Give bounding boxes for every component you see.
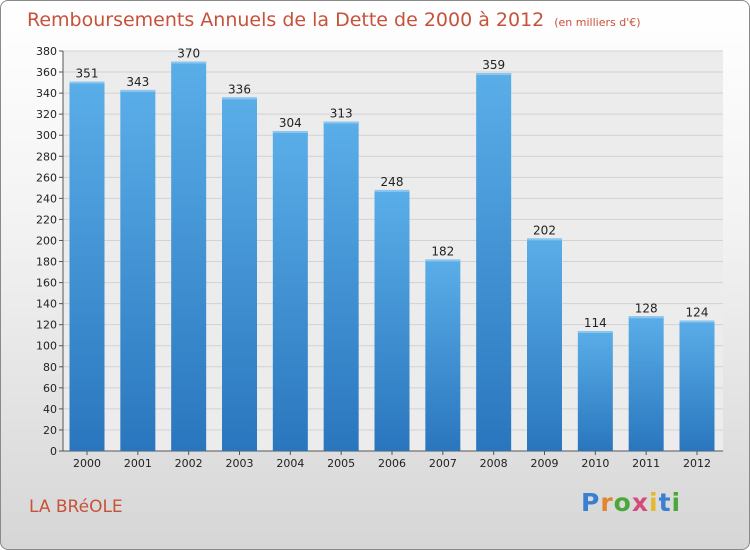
y-tick-label: 380 — [36, 45, 57, 58]
bar-top-highlight — [222, 97, 257, 100]
bar-top-highlight — [323, 121, 359, 124]
y-tick-label: 260 — [36, 171, 57, 184]
y-tick-label: 20 — [43, 424, 57, 437]
y-tick-label: 160 — [36, 277, 57, 290]
y-tick-label: 120 — [36, 319, 57, 332]
y-tick-label: 180 — [36, 256, 57, 269]
bar-2004 — [272, 131, 308, 451]
bar-2006 — [374, 189, 410, 451]
logo-letter: i — [649, 488, 659, 517]
bar-top-highlight — [120, 89, 156, 92]
bar-value-label: 124 — [686, 305, 709, 319]
bars — [69, 61, 715, 452]
bar-value-label: 313 — [330, 107, 353, 121]
bar-2000 — [69, 81, 105, 452]
bar-top-highlight — [374, 189, 410, 192]
bar-2005 — [323, 121, 359, 452]
y-tick-label: 200 — [36, 234, 57, 247]
x-tick-label: 2008 — [480, 457, 508, 470]
bar-top-highlight — [577, 331, 613, 333]
y-tick-label: 340 — [36, 87, 57, 100]
bar-value-label: 343 — [126, 75, 149, 89]
bar-value-label: 351 — [76, 67, 99, 81]
x-tick-label: 2006 — [378, 457, 406, 470]
bar-value-label: 248 — [381, 175, 404, 189]
bar-2008 — [476, 73, 512, 452]
y-tick-label: 300 — [36, 129, 57, 142]
chart-title-text: Remboursements Annuels de la Dette de 20… — [27, 9, 545, 31]
bar-top-highlight — [628, 316, 664, 319]
bar-2002 — [171, 61, 207, 452]
bar-2011 — [628, 316, 664, 451]
logo-letter: o — [613, 488, 632, 517]
bar-labels: 351 343 370 336 304 313 248 182 359 202 114 128 124 — [76, 47, 709, 330]
bar-value-label: 182 — [431, 244, 454, 258]
bar-value-label: 359 — [482, 58, 505, 72]
bar-top-highlight — [425, 259, 461, 262]
bar-2012 — [679, 320, 715, 451]
x-tick-label: 2012 — [683, 457, 711, 470]
bar-value-label: 202 — [533, 223, 556, 237]
bar-value-label: 304 — [279, 116, 302, 130]
bar-value-label: 370 — [177, 47, 200, 61]
y-tick-label: 100 — [36, 340, 57, 353]
y-tick-label: 220 — [36, 213, 57, 226]
x-tick-label: 2003 — [226, 457, 254, 470]
bar-top-highlight — [272, 131, 308, 133]
y-tick-label: 320 — [36, 108, 57, 121]
y-tick-label: 240 — [36, 192, 57, 205]
y-tick-label: 360 — [36, 66, 57, 79]
proxiti-logo: Proxiti — [581, 488, 681, 517]
x-tick-label: 2004 — [276, 457, 304, 470]
y-tick-label: 80 — [43, 361, 57, 374]
logo-letter: P — [581, 488, 601, 517]
logo-letter: r — [600, 488, 614, 517]
x-tick-label: 2002 — [175, 457, 203, 470]
x-tick-label: 2005 — [327, 457, 355, 470]
bar-2003 — [222, 97, 257, 451]
x-tick-label: 2010 — [581, 457, 609, 470]
bar-top-highlight — [476, 73, 512, 76]
x-tick-label: 2011 — [632, 457, 660, 470]
bar-value-label: 336 — [228, 82, 251, 96]
commune-name: LA BRéOLE — [29, 497, 123, 517]
x-tick-label: 2009 — [531, 457, 559, 470]
chart-title: Remboursements Annuels de la Dette de 20… — [27, 9, 641, 31]
bar-value-label: 114 — [584, 316, 607, 330]
bar-top-highlight — [171, 61, 207, 64]
bar-2009 — [527, 238, 562, 451]
bar-top-highlight — [679, 320, 715, 323]
bar-top-highlight — [527, 238, 562, 241]
bar-value-label: 128 — [635, 301, 658, 315]
y-tick-label: 280 — [36, 150, 57, 163]
logo-letter: x — [631, 488, 649, 517]
bar-top-highlight — [69, 81, 105, 84]
y-tick-label: 140 — [36, 298, 57, 311]
x-axis: 2000 2001 2002 2003 2004 2005 2006 2007 2008 2009… — [73, 451, 711, 470]
bar-2007 — [425, 259, 461, 451]
chart-unit: (en milliers d'€) — [554, 16, 641, 29]
logo-letter: i — [671, 488, 682, 517]
bar-2001 — [120, 89, 156, 452]
bar-2010 — [577, 331, 613, 451]
y-tick-label: 0 — [50, 445, 57, 458]
x-tick-label: 2007 — [429, 457, 457, 470]
y-axis: 0 20 40 60 80 100 120 140 160 180 200 220 240 260 280 3… — [36, 45, 723, 458]
logo-letter: t — [658, 488, 672, 517]
x-tick-label: 2001 — [124, 457, 152, 470]
x-tick-label: 2000 — [73, 457, 101, 470]
y-tick-label: 40 — [43, 403, 57, 416]
y-tick-label: 60 — [43, 382, 57, 395]
